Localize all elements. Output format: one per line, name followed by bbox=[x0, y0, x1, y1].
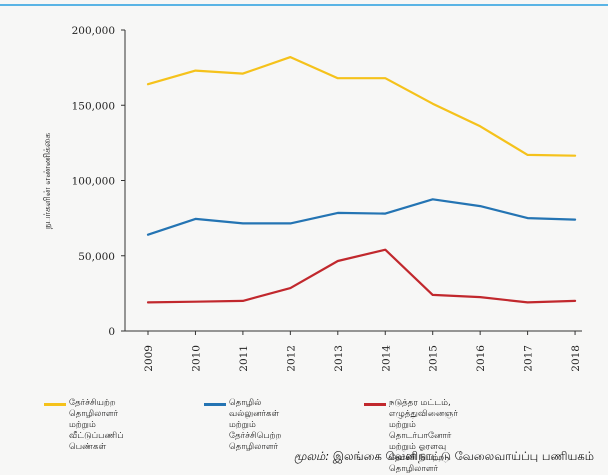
legend-label: தொழில் வல்லுனர்கள் மற்றும் தேர்ச்சிபெற்ற… bbox=[229, 398, 282, 452]
x-tick-label: 2013 bbox=[333, 345, 345, 372]
x-axis-ticks: 2009 2010 2011 2012 2013 2014 2015 2016 2017 2018 bbox=[143, 331, 582, 372]
x-tick-label: 2010 bbox=[190, 345, 202, 372]
legend-label: நடுத்தர மட்டம், எழுத்துவினைஞர் மற்றும் த… bbox=[389, 398, 458, 474]
x-tick-label: 2009 bbox=[143, 345, 155, 372]
series-line-3 bbox=[146, 248, 577, 304]
y-tick-label: 200,000 bbox=[72, 25, 115, 37]
series-line-1 bbox=[146, 55, 577, 157]
x-tick-label: 2018 bbox=[570, 345, 582, 372]
series-lines bbox=[146, 55, 577, 304]
x-tick-label: 2012 bbox=[285, 345, 297, 372]
chart-legend: தேர்ச்சியற்ற தொழிலாளர் மற்றும் வீட்டுப்ப… bbox=[44, 398, 604, 474]
x-tick-label: 2015 bbox=[428, 345, 440, 372]
top-accent-rule bbox=[0, 4, 608, 6]
x-tick-label: 2017 bbox=[523, 345, 535, 372]
legend-label: தேர்ச்சியற்ற தொழிலாளர் மற்றும் வீட்டுப்ப… bbox=[69, 398, 124, 452]
y-axis-ticks: 0 50,000 100,000 150,000 200,000 bbox=[72, 25, 125, 338]
legend-swatch bbox=[364, 403, 386, 406]
source-text: இலங்கை வெளிநாட்டு வேலைவாய்ப்பு பணியகம் bbox=[332, 449, 594, 463]
series-line-2 bbox=[146, 198, 577, 236]
source-note: மூலம்: இலங்கை வெளிநாட்டு வேலைவாய்ப்பு பண… bbox=[294, 449, 594, 465]
legend-swatch bbox=[44, 403, 66, 406]
y-tick-label: 0 bbox=[108, 326, 115, 338]
y-axis-label: நபர்களின் எண்ணிக்கை bbox=[43, 133, 53, 230]
legend-swatch bbox=[204, 403, 226, 406]
y-tick-label: 100,000 bbox=[72, 176, 115, 188]
x-tick-label: 2016 bbox=[475, 345, 487, 372]
line-chart: 0 50,000 100,000 150,000 200,000 2009 2010 201… bbox=[43, 25, 582, 372]
y-tick-label: 50,000 bbox=[78, 251, 115, 263]
source-label: மூலம்: bbox=[293, 449, 330, 463]
chart-axes bbox=[124, 30, 582, 332]
x-tick-label: 2011 bbox=[238, 345, 250, 372]
x-tick-label: 2014 bbox=[380, 345, 392, 372]
y-tick-label: 150,000 bbox=[72, 100, 115, 112]
